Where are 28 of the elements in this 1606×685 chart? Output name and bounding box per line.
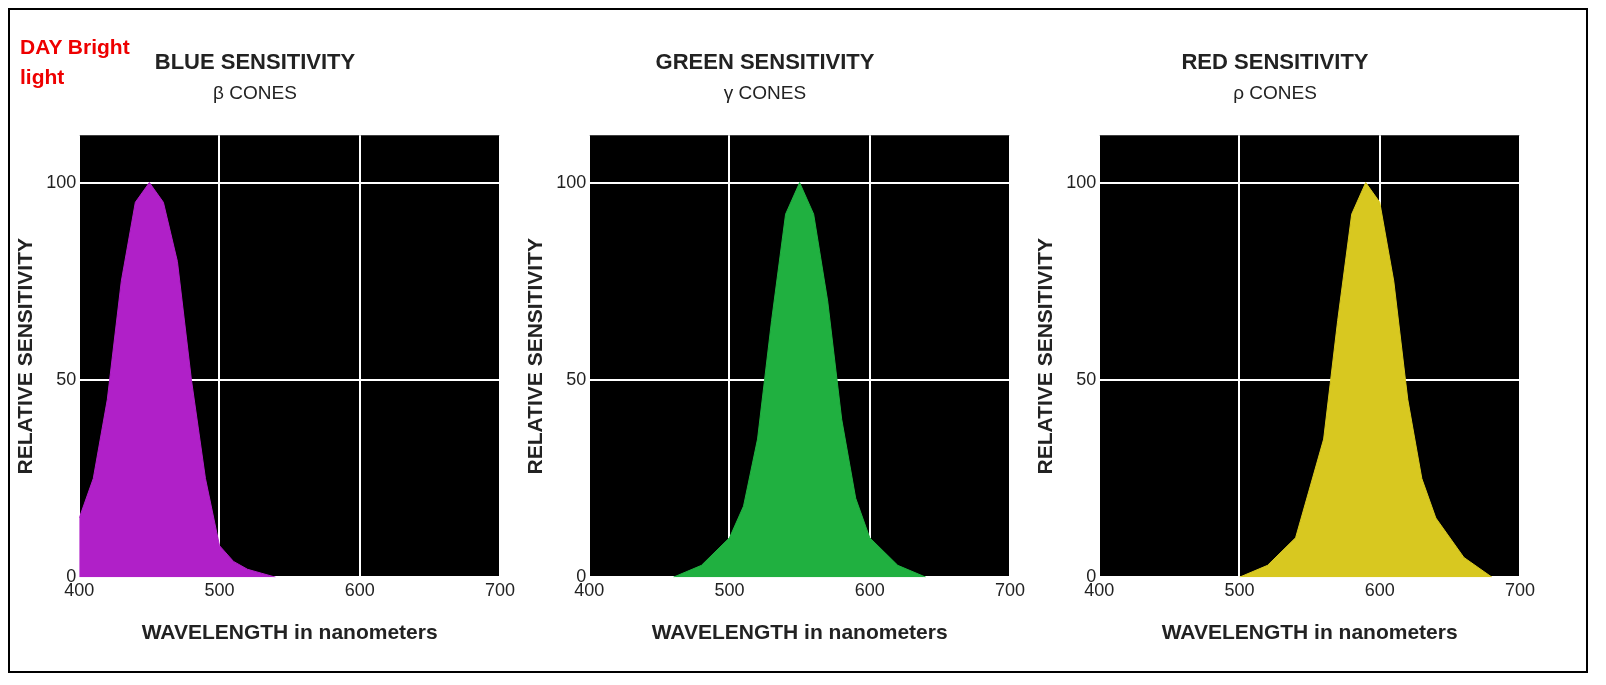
chart-subtitle: γ CONES (723, 82, 807, 104)
chart-title: RED SENSITIVITY (1181, 49, 1369, 75)
y-axis-title: RELATIVE SENSITIVITY (523, 237, 547, 475)
y-tick-label: 100 (46, 171, 77, 192)
y-tick-label: 50 (1076, 368, 1097, 389)
y-tick-label: 100 (1066, 171, 1097, 192)
chart-subtitle: β CONES (213, 82, 297, 104)
x-axis-title: WAVELENGTH in nanometers (141, 620, 438, 644)
y-tick-label: 100 (556, 171, 587, 192)
x-tick-label: 500 (1224, 579, 1255, 600)
text: DAY Bright light (20, 35, 130, 88)
y-axis-title: RELATIVE SENSITIVITY (13, 237, 37, 475)
chart-title: GREEN SENSITIVITY (655, 49, 875, 75)
x-tick-label: 500 (714, 579, 745, 600)
x-tick-label: 600 (854, 579, 885, 600)
x-axis-title: WAVELENGTH in nanometers (1161, 620, 1458, 644)
x-tick-label: 600 (1364, 579, 1395, 600)
y-tick-label: 50 (56, 368, 77, 389)
y-tick-label: 50 (566, 368, 587, 389)
x-axis-title: WAVELENGTH in nanometers (651, 620, 948, 644)
x-tick-label: 700 (994, 579, 1026, 600)
x-tick-label: 700 (1504, 579, 1536, 600)
x-tick-label: 600 (344, 579, 375, 600)
x-tick-label: 700 (484, 579, 516, 600)
chart-subtitle: ρ CONES (1233, 82, 1317, 104)
x-tick-label: 500 (204, 579, 235, 600)
y-axis-title: RELATIVE SENSITIVITY (1033, 237, 1057, 475)
chart-title: BLUE SENSITIVITY (154, 49, 356, 75)
